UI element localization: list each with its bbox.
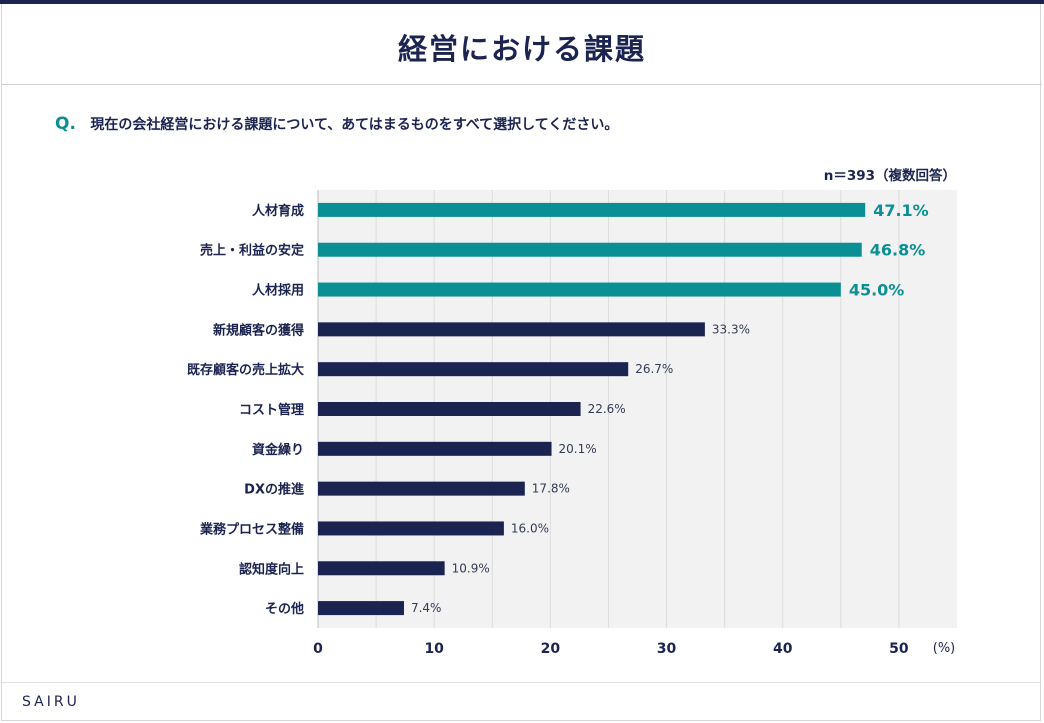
sample-size-note: n＝393（複数回答） bbox=[823, 168, 956, 184]
category-label: その他 bbox=[265, 601, 304, 617]
bar bbox=[318, 521, 504, 536]
category-label: コスト管理 bbox=[239, 402, 304, 418]
bar bbox=[318, 561, 445, 576]
category-label: DXの推進 bbox=[244, 482, 304, 498]
category-label: 認知度向上 bbox=[239, 561, 304, 577]
bar bbox=[318, 242, 862, 257]
value-label: 20.1% bbox=[559, 442, 597, 456]
bar bbox=[318, 202, 866, 217]
category-label: 業務プロセス整備 bbox=[199, 521, 304, 537]
top-accent-bar bbox=[0, 0, 1044, 4]
bar bbox=[318, 601, 404, 616]
x-tick-label: 10 bbox=[424, 641, 444, 657]
value-label: 17.8% bbox=[532, 482, 570, 496]
value-label: 7.4% bbox=[411, 601, 442, 615]
value-label: 16.0% bbox=[511, 521, 549, 535]
category-label: 既存顧客の売上拡大 bbox=[187, 362, 304, 378]
question-line: Q. 現在の会社経営における課題について、あてはまるものをすべて選択してください… bbox=[55, 114, 618, 134]
bar bbox=[318, 282, 841, 297]
value-label: 26.7% bbox=[635, 362, 673, 376]
x-tick-label: 20 bbox=[541, 641, 561, 657]
category-label: 新規顧客の獲得 bbox=[213, 322, 304, 338]
footer-divider bbox=[2, 682, 1042, 683]
title-divider bbox=[2, 84, 1042, 85]
value-label: 47.1% bbox=[873, 201, 929, 220]
bar bbox=[318, 402, 581, 416]
page-title: 経営における課題 bbox=[397, 32, 646, 66]
x-tick-label: 40 bbox=[773, 641, 793, 657]
x-tick-label: 0 bbox=[313, 641, 323, 657]
category-label: 売上・利益の安定 bbox=[200, 243, 304, 259]
question-text: 現在の会社経営における課題について、あてはまるものをすべて選択してください。 bbox=[90, 117, 619, 133]
bar bbox=[318, 322, 705, 337]
x-unit-label: (%) bbox=[933, 641, 956, 656]
value-label: 33.3% bbox=[712, 322, 750, 336]
question-marker: Q. bbox=[55, 114, 76, 134]
category-label: 資金繰り bbox=[252, 442, 304, 458]
category-label: 人材採用 bbox=[252, 283, 304, 299]
value-label: 45.0% bbox=[849, 281, 905, 300]
bar bbox=[318, 481, 525, 496]
x-tick-label: 30 bbox=[657, 641, 677, 657]
value-label: 46.8% bbox=[870, 241, 926, 260]
value-label: 22.6% bbox=[588, 402, 626, 416]
bar bbox=[318, 441, 552, 456]
bar bbox=[318, 362, 629, 377]
value-label: 10.9% bbox=[452, 561, 490, 575]
x-tick-label: 50 bbox=[889, 641, 909, 657]
brand-logo: SAIRU bbox=[22, 694, 80, 710]
category-label: 人材育成 bbox=[252, 203, 304, 219]
